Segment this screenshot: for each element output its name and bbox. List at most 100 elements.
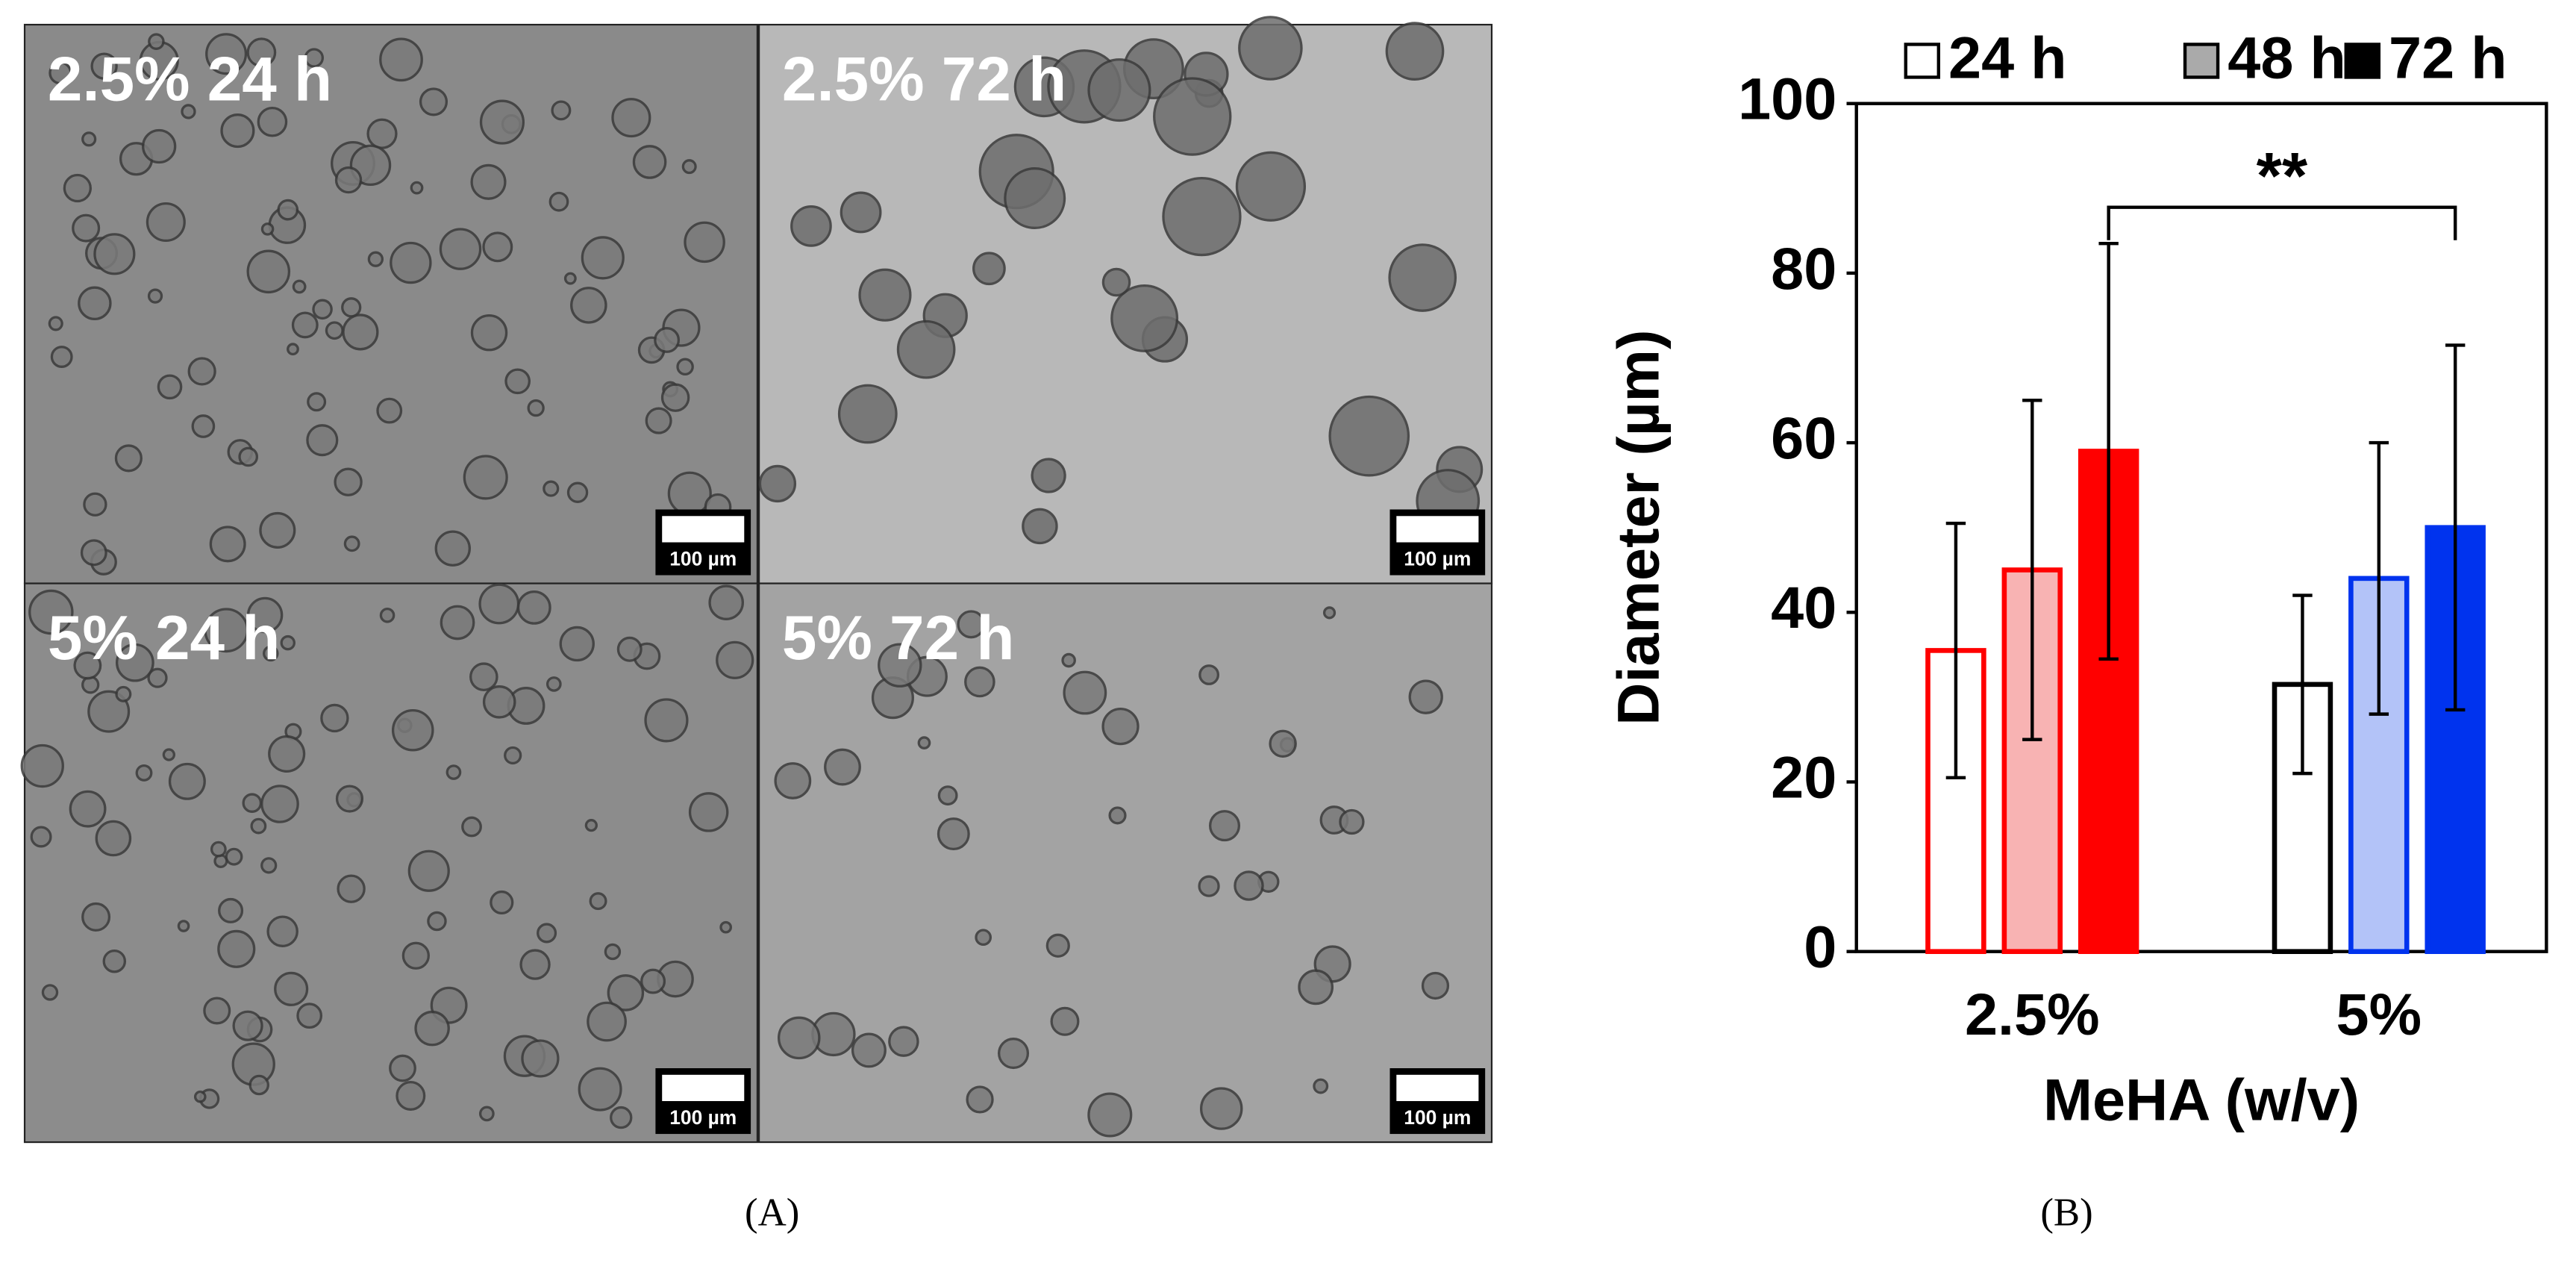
scale-bar-label: 100 µm xyxy=(669,1106,737,1129)
cell xyxy=(837,384,898,444)
cell xyxy=(640,968,666,994)
cell xyxy=(1061,652,1076,668)
scale-bar-label: 100 µm xyxy=(1404,1106,1471,1129)
cell xyxy=(446,764,462,780)
cell xyxy=(644,698,689,743)
error-bar xyxy=(2098,241,2119,661)
cell xyxy=(439,228,482,270)
cell xyxy=(116,643,154,682)
cell xyxy=(69,790,107,828)
y-axis-label: Diameter (µm) xyxy=(1604,330,1671,726)
cell xyxy=(389,1054,416,1082)
bar xyxy=(1925,648,1986,954)
cell xyxy=(41,984,59,1001)
cell xyxy=(470,163,507,200)
cell xyxy=(607,974,645,1011)
cell xyxy=(257,106,288,137)
cell xyxy=(342,314,379,351)
cell xyxy=(1238,16,1303,81)
cell xyxy=(401,941,430,970)
cell xyxy=(1313,1078,1329,1094)
cell xyxy=(210,841,227,858)
panel-label: 2.5% 24 h xyxy=(48,43,332,113)
cell xyxy=(1328,395,1410,477)
bar-chart: Diameter (µm) MeHA (w/v) 0 20 40 60 80 100 2.5… xyxy=(1604,25,2548,1132)
cell xyxy=(684,221,725,264)
cell xyxy=(957,610,986,639)
cell xyxy=(157,374,183,400)
cell xyxy=(81,131,97,147)
cell xyxy=(260,857,278,874)
cell xyxy=(87,690,131,733)
cell xyxy=(645,407,672,434)
cell xyxy=(287,343,299,356)
cell xyxy=(851,1032,887,1068)
cell xyxy=(1198,664,1220,685)
cell xyxy=(379,37,423,82)
cell xyxy=(1198,875,1220,897)
x-axis-label: MeHA (w/v) xyxy=(2043,1066,2360,1132)
cell xyxy=(1162,176,1242,257)
cell xyxy=(478,1106,495,1122)
legend-label: 24 h xyxy=(1948,25,2067,91)
cell xyxy=(304,48,325,68)
cell xyxy=(478,583,520,625)
cell xyxy=(263,645,279,662)
cell xyxy=(1087,58,1151,122)
cell xyxy=(584,819,598,832)
cell xyxy=(964,666,995,698)
cell xyxy=(716,640,754,679)
legend-marker xyxy=(2183,43,2220,79)
cell xyxy=(998,1038,1030,1070)
legend-label: 72 h xyxy=(2389,25,2507,91)
cell xyxy=(90,52,118,80)
cell xyxy=(366,118,398,149)
cell xyxy=(135,764,153,782)
cell xyxy=(250,817,267,835)
cell xyxy=(95,820,132,857)
cell xyxy=(1050,1006,1080,1036)
cell xyxy=(217,929,256,968)
cell xyxy=(1339,808,1365,835)
x-tick-label: 2.5% xyxy=(1965,981,2100,1047)
cell xyxy=(1385,22,1445,81)
cell xyxy=(1388,243,1457,312)
cell xyxy=(296,1003,323,1029)
significance-bracket xyxy=(2107,205,2457,240)
cell xyxy=(504,746,522,765)
cell xyxy=(570,287,607,324)
cell xyxy=(461,816,482,838)
cell xyxy=(80,539,107,567)
cell xyxy=(1269,729,1297,758)
cell xyxy=(325,321,344,340)
cell xyxy=(168,762,206,800)
cell xyxy=(260,785,299,823)
scale-bar xyxy=(662,1074,745,1102)
cell xyxy=(1234,870,1264,901)
cell xyxy=(147,667,168,688)
cell xyxy=(274,971,309,1006)
cell xyxy=(367,251,384,267)
cell xyxy=(337,874,366,903)
y-tick-label: 60 xyxy=(1771,405,1836,471)
cell xyxy=(30,826,52,848)
cell xyxy=(1298,969,1334,1006)
scale-bar xyxy=(1396,516,1479,543)
cell xyxy=(681,159,697,175)
cell xyxy=(469,662,498,691)
cell xyxy=(93,233,136,275)
cell xyxy=(114,444,143,473)
cell xyxy=(1421,971,1450,1000)
cell xyxy=(291,311,319,339)
cell xyxy=(115,685,132,702)
plot-frame xyxy=(1854,102,2548,953)
cell xyxy=(470,314,508,352)
error-bar xyxy=(2369,440,2389,716)
cell xyxy=(1045,933,1070,958)
cell xyxy=(479,99,525,145)
cell xyxy=(280,635,296,651)
cell xyxy=(259,511,296,549)
error-bar xyxy=(1945,521,1966,780)
cell xyxy=(204,608,249,653)
y-tick-label: 80 xyxy=(1771,235,1836,302)
